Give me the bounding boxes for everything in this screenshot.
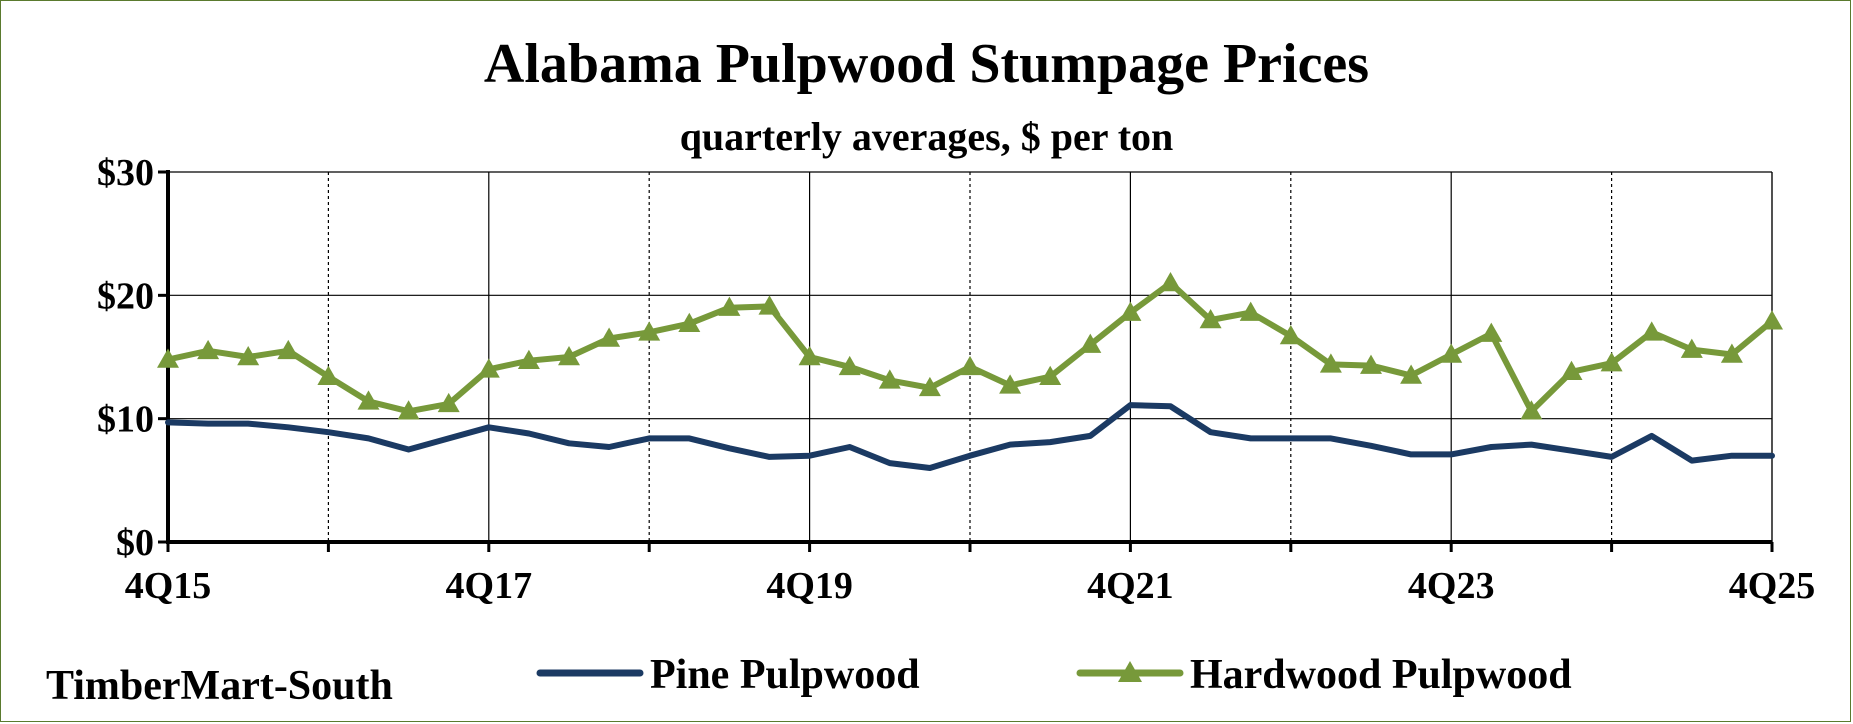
hardwood-point [437,392,460,413]
x-tick-label: 4Q17 [446,565,533,607]
x-tick-label: 4Q19 [766,565,853,607]
hardwood-point [1319,353,1342,373]
hardwood-point [638,321,661,341]
hardwood-point [558,346,580,366]
hardwood-point [1199,309,1222,329]
hardwood-point [1279,325,1302,345]
hardwood-point [1680,338,1703,358]
legend-marker-1 [1118,661,1142,682]
hardwood-point [838,355,861,376]
hardwood-point [1600,352,1623,372]
hardwood-point [157,348,179,368]
chart-subtitle: quarterly averages, $ per ton [679,114,1174,159]
y-tick-label: $10 [97,399,154,441]
hardwood-point [798,346,821,366]
chart-title: Alabama Pulpwood Stumpage Prices [483,33,1370,95]
hardwood-point [678,312,701,332]
hardwood-point [999,374,1022,394]
source-label: TimberMart-South [46,663,393,709]
x-tick-label: 4Q15 [125,565,212,607]
hardwood-point [1079,333,1102,353]
x-tick-label: 4Q21 [1087,565,1174,607]
hardwood-point [237,346,260,366]
hardwood-point [357,390,380,410]
hardwood-point [598,327,621,347]
y-tick-label: $0 [116,522,154,564]
hardwood-point [197,339,220,360]
y-tick-label: $20 [97,275,154,317]
hardwood-point [1119,301,1142,321]
hardwood-point [1400,364,1423,384]
hardwood-point [959,355,981,376]
hardwood-point [1360,354,1382,374]
x-tick-label: 4Q23 [1408,565,1495,607]
hardwood-point [317,365,340,385]
hardwood-point [1761,310,1783,330]
x-tick-label: 4Q25 [1729,565,1816,607]
legend-label: Hardwood Pulpwood [1190,652,1572,698]
hardwood-point [1640,321,1663,341]
series-line-pine-pulpwood [165,402,1775,471]
hardwood-point [1440,343,1463,363]
hardwood-point [1560,360,1583,381]
hardwood-point [878,369,901,389]
hardwood-point [1159,272,1182,292]
hardwood-point [1480,322,1503,342]
hardwood-point [1239,301,1262,321]
hardwood-point [758,295,781,315]
hardwood-point [918,376,941,397]
hardwood-point [1720,343,1743,363]
hardwood-point [718,296,741,316]
hardwood-point [277,339,300,360]
hardwood-point [477,358,500,378]
hardwood-point [1520,400,1543,420]
hardwood-point [397,400,420,420]
hardwood-point [517,349,540,369]
y-tick-label: $30 [97,152,154,194]
hardwood-point [1039,365,1062,385]
legend-label: Pine Pulpwood [650,652,920,698]
